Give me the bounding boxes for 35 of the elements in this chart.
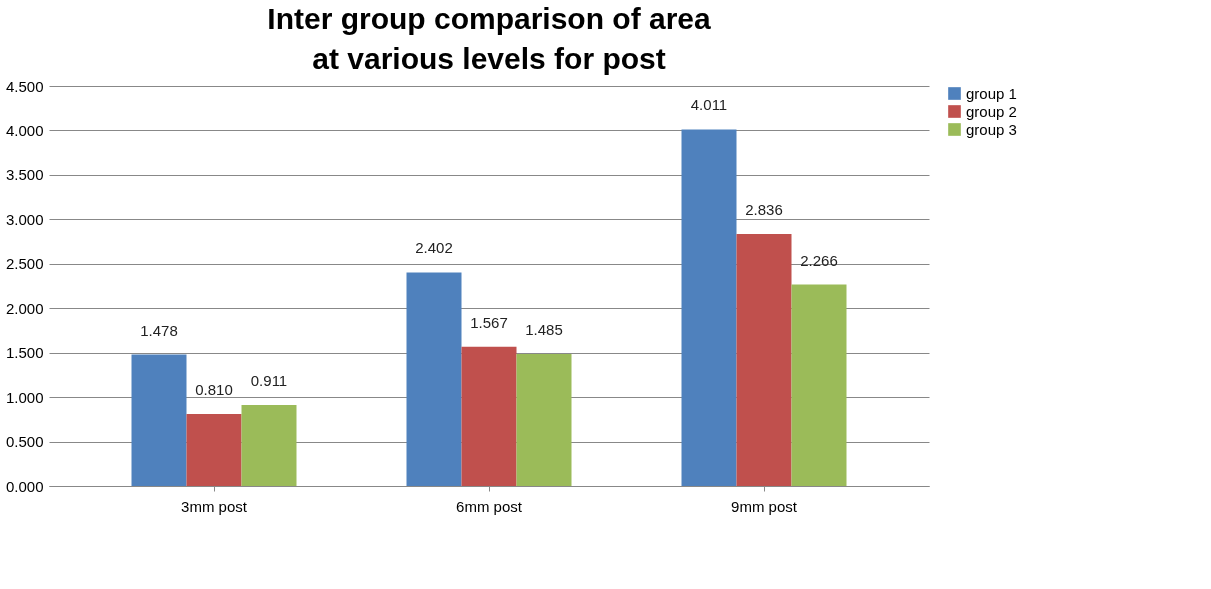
- data-label: 4.011: [690, 96, 728, 114]
- x-tick-label: 9mm post: [731, 497, 798, 515]
- bar: [461, 346, 517, 486]
- bar: [516, 354, 572, 486]
- bar: [406, 272, 462, 486]
- y-tick-label: 0.000: [5, 477, 44, 495]
- data-label: 1.485: [525, 321, 563, 338]
- x-tick-label: 6mm post: [456, 497, 523, 515]
- bar: [186, 414, 242, 486]
- x-tick-label: 3mm post: [181, 497, 248, 515]
- data-label: 2.836: [745, 200, 783, 218]
- bar: [791, 284, 847, 486]
- y-tick-label: 2.000: [5, 299, 44, 317]
- legend-label: group 3: [966, 120, 1017, 138]
- legend-label: group 2: [966, 102, 1017, 120]
- data-label: 0.911: [250, 372, 288, 390]
- y-tick-label: 3.500: [5, 166, 44, 184]
- y-tick-label: 3.000: [5, 210, 44, 228]
- y-tick-label: 1.500: [5, 344, 44, 362]
- y-tick-label: 2.500: [5, 255, 44, 273]
- bar: [681, 129, 737, 486]
- y-tick-label: 4.500: [5, 77, 44, 95]
- data-label: 0.810: [195, 381, 233, 398]
- data-label: 1.567: [470, 313, 508, 331]
- bar: [241, 405, 297, 486]
- bar: [736, 233, 792, 486]
- legend-label: group 1: [966, 84, 1017, 102]
- data-label: 2.266: [800, 251, 838, 269]
- y-tick-label: 1.000: [5, 388, 44, 406]
- chart-title: Inter group comparison of area at various levels for post: [267, 2, 712, 75]
- data-label: 2.402: [415, 239, 453, 257]
- bar: [131, 354, 187, 486]
- y-tick-label: 4.000: [5, 121, 44, 139]
- y-tick-label: 0.500: [5, 433, 44, 451]
- data-label: 1.478: [140, 321, 178, 339]
